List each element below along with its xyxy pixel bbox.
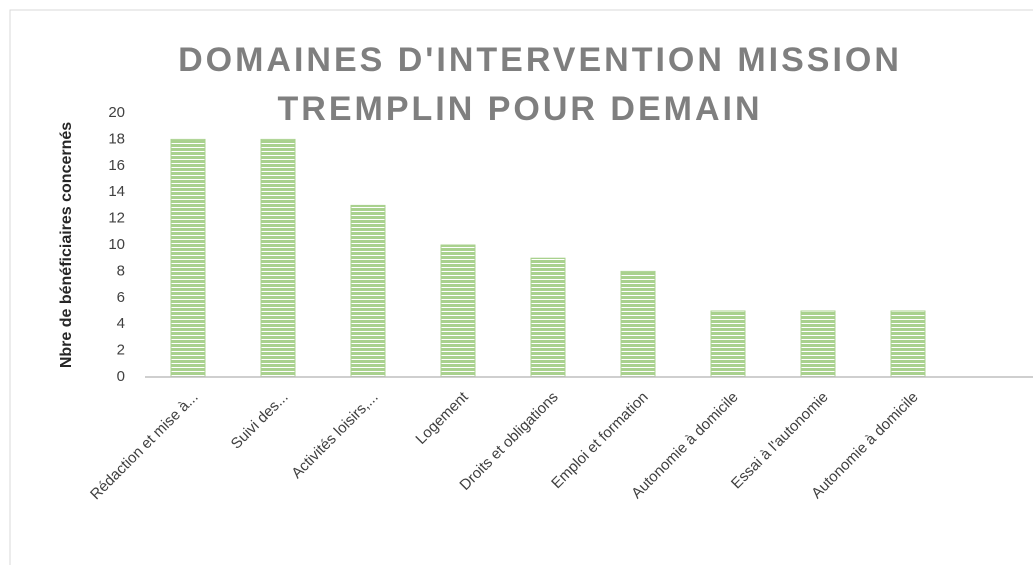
y-tick-label: 20 <box>108 104 125 121</box>
y-tick-label: 6 <box>117 289 125 306</box>
y-tick-label: 2 <box>117 342 125 359</box>
bar <box>800 310 836 378</box>
y-tick-label: 10 <box>108 236 125 253</box>
bar <box>620 270 656 378</box>
y-tick-label: 16 <box>108 157 125 174</box>
x-tick-label: Logement <box>412 388 472 448</box>
chart-frame <box>9 9 1033 565</box>
bar <box>260 138 296 378</box>
chart-title: TREMPLIN POUR DEMAIN <box>278 90 763 128</box>
bar <box>350 204 386 378</box>
y-tick-label: 12 <box>108 210 125 227</box>
x-tick-label: Essai à l'autonomie <box>728 389 832 493</box>
y-tick-label: 4 <box>117 315 125 332</box>
x-tick-label: Activités loisirs,... <box>288 389 381 482</box>
chart-title: DOMAINES D'INTERVENTION MISSION <box>178 41 902 79</box>
y-axis-label: Nbre de bénéficiaires concernés <box>58 122 75 368</box>
x-tick-label: Droits et obligations <box>456 389 561 494</box>
y-tick-label: 18 <box>108 130 125 147</box>
y-tick-label: 8 <box>117 262 125 279</box>
bar <box>890 310 926 378</box>
x-tick-label: Suivi des... <box>228 389 292 453</box>
x-tick-label: Emploi et formation <box>548 389 651 492</box>
y-tick-label: 14 <box>108 183 125 200</box>
bar <box>710 310 746 378</box>
bar <box>170 138 206 378</box>
bar <box>530 257 566 378</box>
x-tick-label: Rédaction et mise à... <box>87 389 202 504</box>
bar <box>440 244 476 378</box>
y-tick-label: 0 <box>117 368 125 385</box>
